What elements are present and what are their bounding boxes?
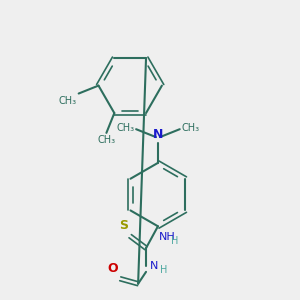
Text: NH: NH bbox=[159, 232, 176, 242]
Text: H: H bbox=[171, 236, 178, 246]
Text: N: N bbox=[150, 261, 158, 271]
Text: H: H bbox=[160, 265, 167, 275]
Text: CH₃: CH₃ bbox=[182, 123, 200, 133]
Text: O: O bbox=[108, 262, 118, 275]
Text: CH₃: CH₃ bbox=[97, 135, 116, 145]
Text: N: N bbox=[153, 128, 163, 141]
Text: S: S bbox=[119, 219, 128, 232]
Text: CH₃: CH₃ bbox=[58, 95, 77, 106]
Text: CH₃: CH₃ bbox=[116, 123, 134, 133]
